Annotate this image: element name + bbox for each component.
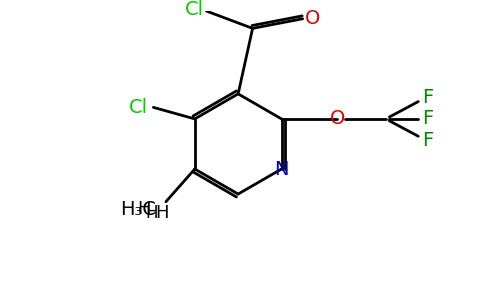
- Text: F: F: [423, 88, 434, 107]
- Text: H: H: [137, 200, 151, 218]
- Text: Cl: Cl: [128, 98, 148, 117]
- Text: N: N: [274, 160, 289, 178]
- Text: H₃C: H₃C: [121, 200, 156, 219]
- Text: Cl: Cl: [185, 0, 204, 19]
- Text: F: F: [423, 110, 434, 128]
- Text: O: O: [330, 110, 345, 128]
- Text: H: H: [145, 204, 158, 222]
- Text: F: F: [423, 130, 434, 150]
- Text: O: O: [304, 9, 320, 28]
- Text: H: H: [155, 204, 169, 222]
